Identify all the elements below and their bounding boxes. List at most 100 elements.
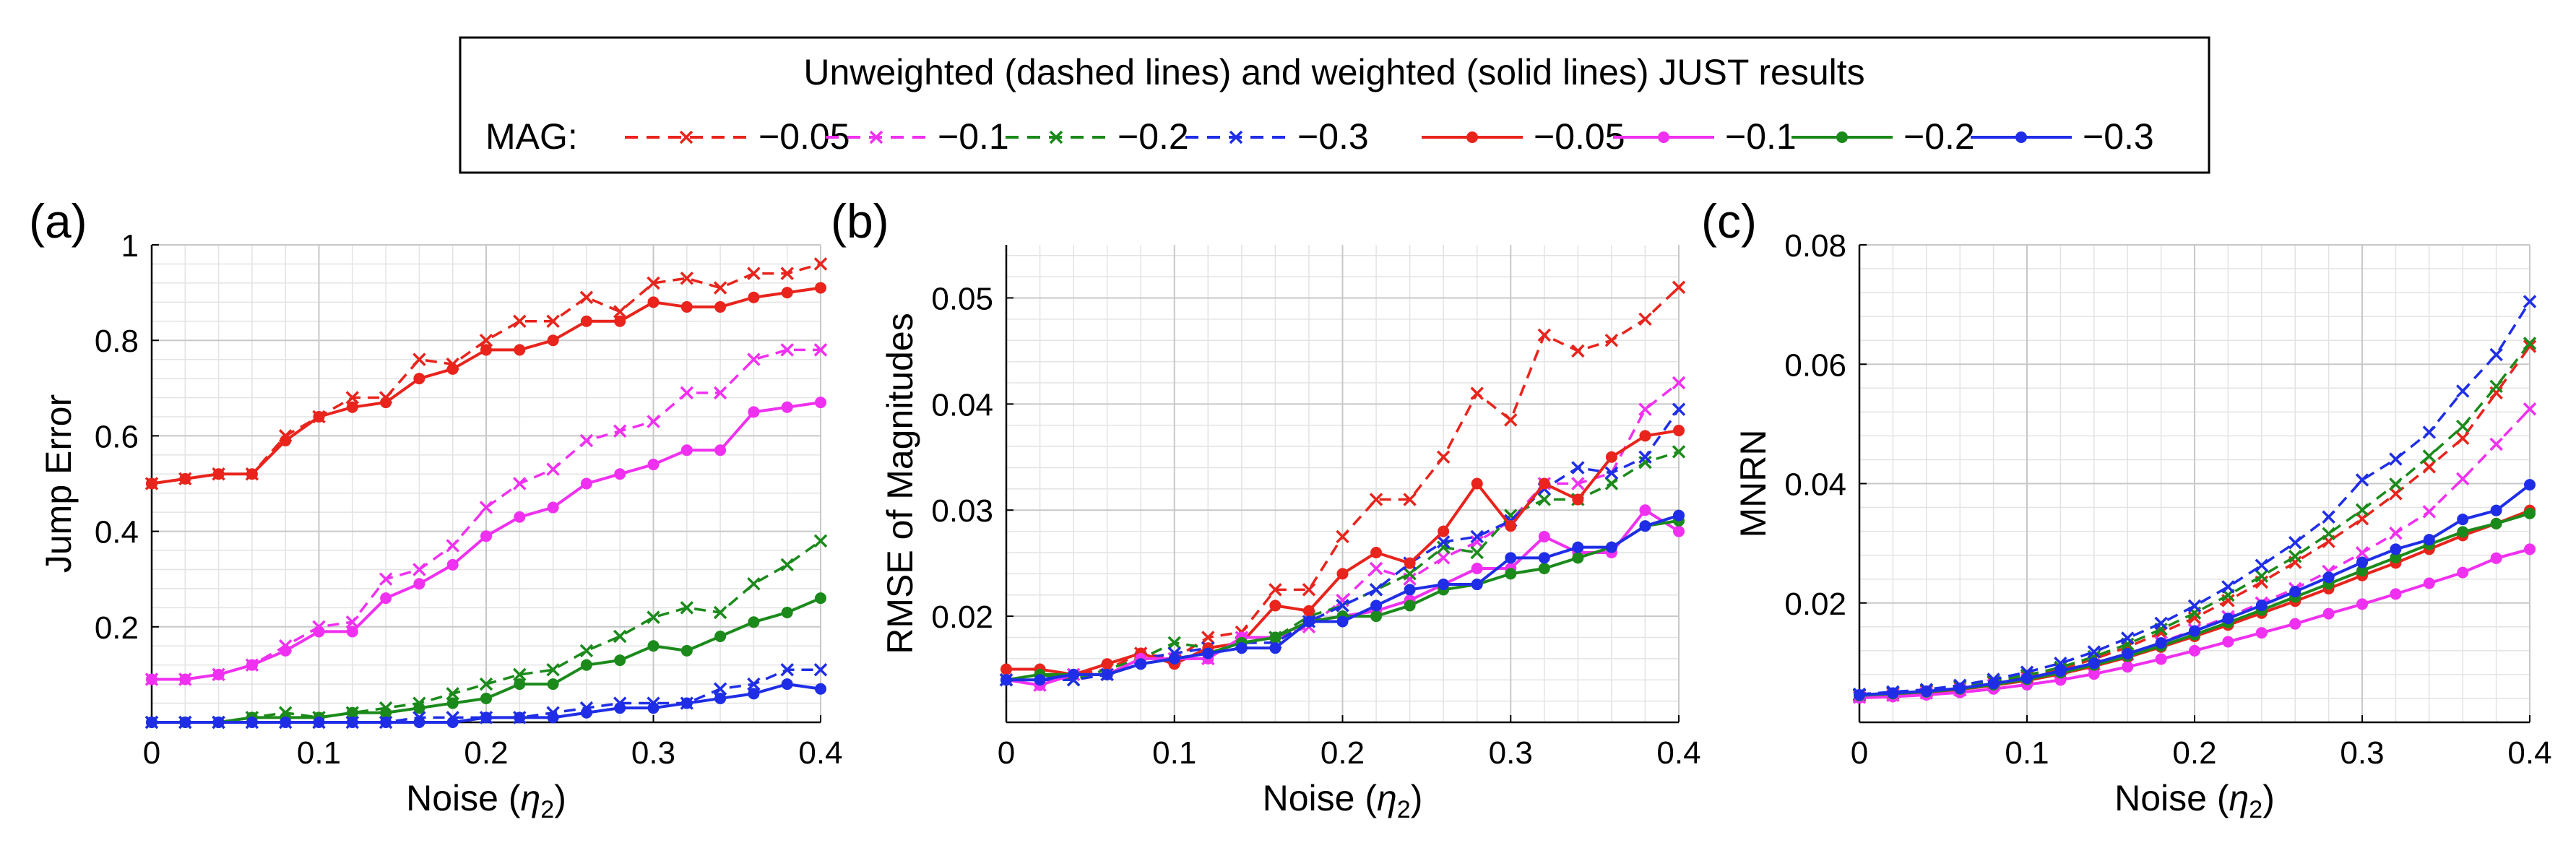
data-point (1538, 477, 1550, 490)
data-point (614, 315, 626, 327)
data-point (2289, 586, 2301, 598)
data-point (2389, 487, 2403, 501)
data-point (2087, 645, 2101, 659)
data-point (1471, 477, 1483, 490)
data-point (2322, 571, 2335, 584)
data-point (547, 678, 559, 691)
data-point (748, 616, 760, 628)
data-point (479, 333, 493, 347)
data-point (413, 373, 425, 385)
data-point (780, 267, 794, 280)
panel-letter: (b) (831, 194, 889, 248)
data-point (1438, 579, 1450, 591)
data-point (748, 291, 760, 303)
legend-swatch-marker (1658, 131, 1669, 143)
data-point (313, 626, 325, 638)
data-point (1436, 540, 1451, 554)
panel-a: 0 0.1 0.2 0.3 0.4 0.2 0.4 0.6 0.8 1 Noise (η2) Jump… (29, 194, 843, 823)
data-point (2455, 419, 2470, 433)
data-point (1202, 647, 1214, 659)
data-point (1639, 430, 1651, 442)
legend-swatch-marker (1049, 130, 1063, 144)
data-point (1336, 615, 1349, 628)
data-point (579, 644, 594, 658)
data-point (346, 401, 358, 413)
data-point (2390, 588, 2402, 600)
data-point (1605, 451, 1617, 463)
data-point (2322, 607, 2335, 620)
data-point (146, 717, 157, 728)
data-point (547, 501, 559, 514)
data-point (1505, 568, 1517, 580)
data-point (1954, 682, 1966, 694)
data-point (1370, 546, 1383, 558)
data-point (546, 462, 560, 476)
data-point (714, 692, 727, 704)
data-point (815, 683, 826, 695)
y-tick-label: 0.03 (931, 493, 993, 529)
data-point (1571, 461, 1585, 475)
data-point (446, 717, 459, 728)
data-point (1403, 567, 1417, 581)
data-point (446, 363, 459, 375)
data-point (2255, 569, 2269, 583)
y-tick-label: 1 (121, 228, 139, 264)
data-point (1370, 610, 1383, 623)
data-point (280, 717, 292, 728)
data-point (614, 468, 626, 480)
legend-title: Unweighted (dashed lines) and weighted (… (803, 52, 1864, 92)
data-point (1369, 493, 1383, 506)
data-point (579, 433, 594, 448)
legend-entries: −0.05 −0.1 −0.2 −0.3 −0.05 −0.1 −0.2 −0.3 (625, 116, 2154, 157)
legend-entry-8: −0.3 (1971, 116, 2154, 157)
legend-entry-3: −0.2 (1006, 116, 1189, 157)
data-point (1470, 545, 1484, 560)
data-point (513, 477, 527, 490)
data-point (1302, 615, 1315, 628)
data-point (2155, 637, 2167, 649)
data-point (212, 668, 225, 680)
data-point (1404, 557, 1416, 569)
data-point (781, 606, 793, 618)
data-point (1505, 552, 1517, 564)
data-point (1269, 631, 1281, 644)
data-point (680, 300, 693, 313)
data-point (2154, 626, 2168, 640)
y-tick-label: 0.04 (1784, 467, 1846, 503)
data-point (1604, 466, 1619, 480)
data-point (781, 401, 793, 413)
data-point (614, 702, 626, 714)
data-point (1504, 413, 1518, 427)
data-point (146, 673, 157, 685)
data-point (580, 706, 592, 719)
data-point (1369, 561, 1383, 576)
data-point (212, 717, 225, 728)
data-point (680, 644, 693, 657)
data-point (1135, 658, 1147, 670)
data-point (446, 558, 459, 571)
data-point (780, 343, 794, 357)
data-point (2490, 552, 2502, 564)
data-point (680, 601, 694, 615)
data-point (1336, 568, 1349, 580)
data-point (647, 415, 660, 428)
data-point (580, 659, 592, 671)
data-point (246, 717, 258, 728)
data-point (479, 677, 493, 691)
data-point (179, 472, 191, 485)
data-point (781, 287, 793, 299)
data-point (513, 314, 527, 328)
data-point (2422, 449, 2437, 463)
data-point (2289, 618, 2301, 630)
data-point (412, 352, 426, 366)
data-point (546, 663, 560, 677)
y-tick-label: 0.02 (1784, 587, 1846, 622)
data-point (647, 296, 660, 308)
data-point (1639, 520, 1651, 532)
data-point (2524, 479, 2536, 491)
data-point (2490, 517, 2502, 529)
data-point (1673, 525, 1685, 537)
data-point (1538, 552, 1550, 564)
x-tick-label: 0.3 (2340, 735, 2384, 771)
data-point (313, 410, 325, 423)
